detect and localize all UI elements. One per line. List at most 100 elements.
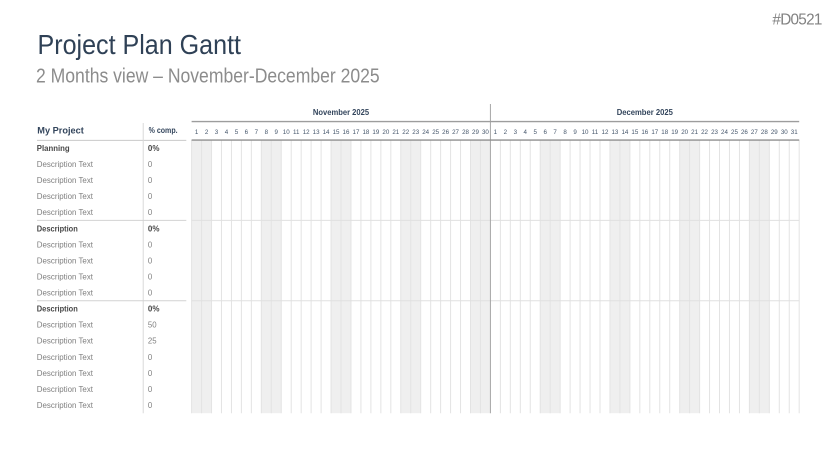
svg-text:Project Plan Gantt: Project Plan Gantt — [38, 29, 242, 60]
svg-text:4: 4 — [524, 129, 528, 136]
svg-text:9: 9 — [573, 129, 577, 136]
svg-text:15: 15 — [333, 129, 340, 136]
svg-text:27: 27 — [452, 129, 459, 136]
svg-text:10: 10 — [582, 129, 589, 136]
svg-text:29: 29 — [472, 129, 479, 136]
svg-text:4: 4 — [225, 129, 229, 136]
svg-text:25: 25 — [432, 129, 439, 136]
svg-text:0: 0 — [148, 160, 153, 169]
svg-text:14: 14 — [323, 129, 330, 136]
svg-text:19: 19 — [372, 129, 379, 136]
svg-text:22: 22 — [402, 129, 409, 136]
svg-text:% comp.: % comp. — [149, 126, 178, 135]
svg-text:Description Text: Description Text — [37, 192, 94, 201]
svg-text:Description: Description — [37, 224, 78, 233]
svg-text:23: 23 — [711, 129, 718, 136]
svg-text:16: 16 — [641, 129, 648, 136]
svg-text:November 2025: November 2025 — [313, 108, 370, 117]
svg-text:0: 0 — [148, 369, 153, 378]
svg-text:23: 23 — [412, 129, 419, 136]
svg-text:2: 2 — [205, 129, 209, 136]
svg-text:10: 10 — [283, 129, 290, 136]
svg-text:3: 3 — [215, 129, 219, 136]
svg-text:0: 0 — [148, 240, 153, 249]
svg-text:0%: 0% — [148, 144, 160, 153]
svg-text:25: 25 — [148, 337, 157, 346]
svg-text:28: 28 — [761, 129, 768, 136]
svg-text:Description Text: Description Text — [37, 160, 94, 169]
svg-text:Description Text: Description Text — [37, 272, 94, 281]
svg-text:7: 7 — [255, 129, 259, 136]
svg-text:13: 13 — [313, 129, 320, 136]
svg-text:30: 30 — [482, 129, 489, 136]
svg-text:0: 0 — [148, 256, 153, 265]
svg-text:0: 0 — [148, 208, 153, 217]
svg-text:Description Text: Description Text — [37, 240, 94, 249]
svg-text:13: 13 — [611, 129, 618, 136]
svg-text:Description Text: Description Text — [37, 208, 94, 217]
svg-text:11: 11 — [293, 129, 300, 136]
svg-text:20: 20 — [382, 129, 389, 136]
svg-text:28: 28 — [462, 129, 469, 136]
svg-text:Description Text: Description Text — [37, 385, 94, 394]
svg-text:Description Text: Description Text — [37, 256, 94, 265]
svg-text:16: 16 — [343, 129, 350, 136]
svg-text:Description Text: Description Text — [37, 176, 94, 185]
svg-text:2 Months view – November-Decem: 2 Months view – November-December 2025 — [36, 66, 380, 88]
svg-text:31: 31 — [791, 129, 798, 136]
svg-text:6: 6 — [245, 129, 249, 136]
svg-text:18: 18 — [661, 129, 668, 136]
svg-text:15: 15 — [631, 129, 638, 136]
svg-text:24: 24 — [721, 129, 728, 136]
svg-text:19: 19 — [671, 129, 678, 136]
svg-text:#D0521: #D0521 — [772, 12, 822, 29]
svg-text:5: 5 — [235, 129, 239, 136]
svg-text:0%: 0% — [148, 224, 160, 233]
svg-text:27: 27 — [751, 129, 758, 136]
svg-text:25: 25 — [731, 129, 738, 136]
svg-text:0: 0 — [148, 272, 153, 281]
svg-text:20: 20 — [681, 129, 688, 136]
svg-text:Description: Description — [37, 305, 78, 314]
svg-text:0: 0 — [148, 401, 153, 410]
svg-text:1: 1 — [494, 129, 498, 136]
svg-text:0: 0 — [148, 192, 153, 201]
svg-text:Description Text: Description Text — [37, 369, 94, 378]
svg-text:0: 0 — [148, 353, 153, 362]
svg-text:December 2025: December 2025 — [617, 108, 674, 117]
svg-text:0: 0 — [148, 289, 153, 298]
svg-text:21: 21 — [691, 129, 698, 136]
svg-text:Description Text: Description Text — [37, 321, 94, 330]
svg-text:21: 21 — [392, 129, 399, 136]
svg-text:8: 8 — [265, 129, 269, 136]
svg-text:17: 17 — [651, 129, 658, 136]
svg-text:6: 6 — [543, 129, 547, 136]
svg-text:29: 29 — [771, 129, 778, 136]
svg-text:14: 14 — [621, 129, 628, 136]
svg-text:50: 50 — [148, 321, 157, 330]
svg-text:17: 17 — [353, 129, 360, 136]
svg-text:11: 11 — [592, 129, 599, 136]
svg-text:0: 0 — [148, 176, 153, 185]
svg-text:9: 9 — [275, 129, 279, 136]
svg-text:Description Text: Description Text — [37, 337, 94, 346]
svg-text:0%: 0% — [148, 305, 160, 314]
svg-text:Description Text: Description Text — [37, 289, 94, 298]
svg-text:Description Text: Description Text — [37, 353, 94, 362]
svg-text:24: 24 — [422, 129, 429, 136]
svg-text:12: 12 — [303, 129, 310, 136]
svg-text:12: 12 — [602, 129, 609, 136]
svg-text:0: 0 — [148, 385, 153, 394]
svg-text:7: 7 — [553, 129, 557, 136]
svg-text:22: 22 — [701, 129, 708, 136]
svg-text:8: 8 — [563, 129, 567, 136]
svg-text:Description Text: Description Text — [37, 401, 94, 410]
svg-text:My Project: My Project — [37, 126, 84, 136]
svg-text:Planning: Planning — [37, 144, 70, 153]
svg-text:26: 26 — [741, 129, 748, 136]
svg-text:26: 26 — [442, 129, 449, 136]
svg-text:18: 18 — [362, 129, 369, 136]
svg-text:5: 5 — [534, 129, 538, 136]
svg-text:2: 2 — [504, 129, 508, 136]
svg-text:3: 3 — [514, 129, 518, 136]
